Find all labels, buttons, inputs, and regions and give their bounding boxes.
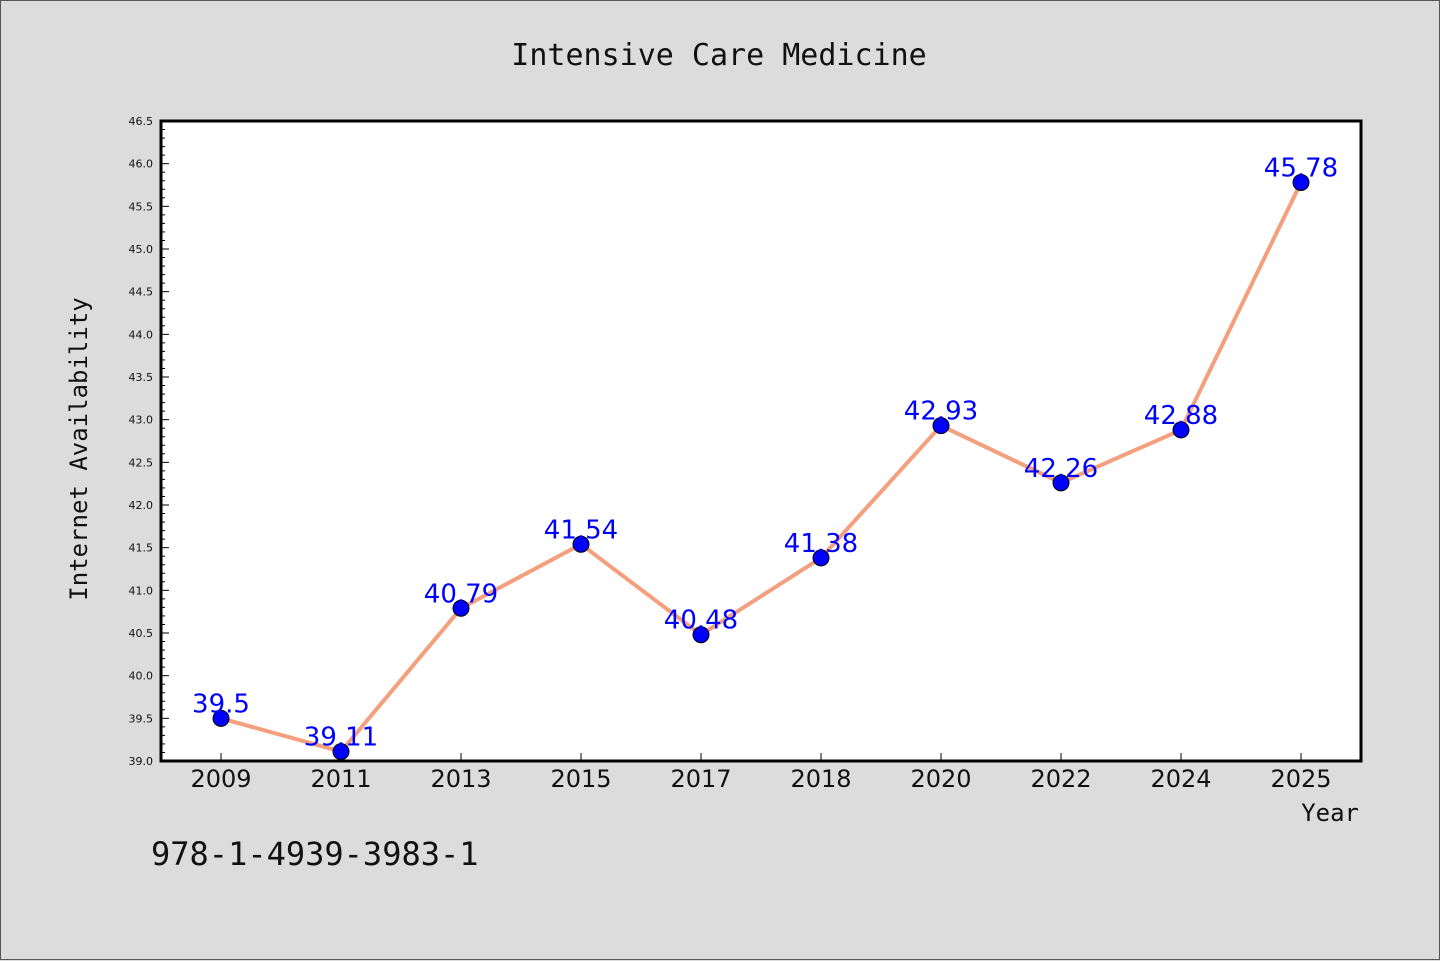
- y-tick-label: 45.0: [129, 243, 154, 256]
- x-tick-label: 2020: [910, 765, 971, 793]
- data-point: [212, 709, 230, 727]
- isbn-text: 978-1-4939-3983-1: [151, 835, 479, 873]
- data-label: 40.48: [664, 606, 738, 636]
- data-label: 42.88: [1144, 401, 1218, 431]
- x-axis: 2009 2011 2013 2015 2017 2018 2020 2022 2024 2025: [190, 753, 1332, 793]
- x-tick-label: 2024: [1150, 765, 1211, 793]
- y-tick-label: 41.0: [129, 584, 154, 597]
- data-point: [332, 743, 350, 761]
- y-tick-label: 46.5: [129, 115, 154, 128]
- y-tick-label: 40.5: [129, 627, 154, 640]
- x-tick-label: 2013: [430, 765, 491, 793]
- x-tick-label: 2015: [550, 765, 611, 793]
- x-axis-label: Year: [1301, 799, 1359, 827]
- x-tick-label: 2011: [310, 765, 371, 793]
- data-point: [1052, 474, 1070, 492]
- data-point: [572, 535, 590, 553]
- plot-area: [159, 119, 1363, 763]
- x-tick-label: 2022: [1030, 765, 1091, 793]
- y-tick-label: 43.0: [129, 414, 154, 427]
- x-tick-label: 2009: [190, 765, 251, 793]
- y-tick-label: 41.5: [129, 542, 154, 555]
- data-label: 41.54: [544, 515, 618, 545]
- data-label: 42.93: [904, 397, 978, 427]
- y-tick-label: 44.0: [129, 328, 154, 341]
- chart-title: Intensive Care Medicine: [511, 38, 926, 73]
- data-label: 42.26: [1024, 454, 1098, 484]
- y-tick-label: 45.5: [129, 200, 154, 213]
- x-tick-label: 2025: [1270, 765, 1331, 793]
- y-tick-label: 44.5: [129, 286, 154, 299]
- y-tick-label: 46.0: [129, 158, 154, 171]
- y-axis: 39.0 39.5 40.0 40.5 41.0 41.5 42.0 42.5 43.0 43.5…: [129, 115, 169, 768]
- y-axis-label: Internet Availability: [65, 297, 93, 600]
- y-tick-label: 42.5: [129, 456, 154, 469]
- y-tick-label: 43.5: [129, 371, 154, 384]
- data-point: [1292, 173, 1310, 191]
- data-label: 39.5: [192, 689, 250, 719]
- x-tick-label: 2018: [790, 765, 851, 793]
- y-tick-label: 40.0: [129, 670, 154, 683]
- data-point: [1172, 421, 1190, 439]
- y-tick-label: 39.5: [129, 712, 154, 725]
- data-point: [692, 626, 710, 644]
- data-label: 40.79: [424, 579, 498, 609]
- series-line-group: 39.5 39.11 40.79 41.54 40.48 41.38 42.93 42.26 4…: [192, 153, 1338, 761]
- data-point: [812, 549, 830, 567]
- data-label: 41.38: [784, 529, 858, 559]
- x-tick-label: 2017: [670, 765, 731, 793]
- y-tick-label: 39.0: [129, 755, 154, 768]
- series-line: [219, 180, 1303, 754]
- data-label: 45.78: [1264, 153, 1338, 183]
- y-tick-label: 42.0: [129, 499, 154, 512]
- data-point: [452, 599, 470, 617]
- data-label: 39.11: [304, 723, 378, 753]
- data-point: [932, 417, 950, 435]
